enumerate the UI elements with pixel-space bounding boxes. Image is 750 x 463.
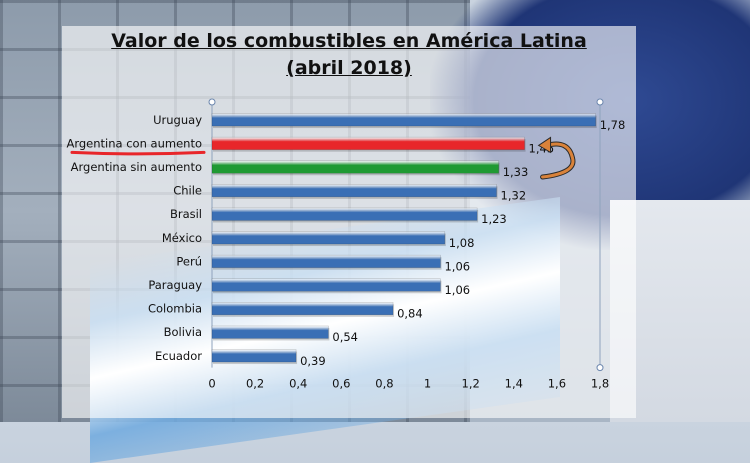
bar-10	[211, 349, 297, 363]
category-label: Perú	[176, 254, 202, 268]
x-tick-label: 1,6	[548, 377, 566, 391]
chart-subtitle: (abril 2018)	[286, 57, 412, 79]
value-label: 1,08	[449, 236, 475, 250]
x-tick-label: 0,8	[375, 377, 393, 391]
value-label: 1,06	[444, 283, 470, 297]
category-label: Colombia	[148, 302, 202, 316]
category-label: Brasil	[170, 207, 202, 221]
highlight-underline	[70, 150, 206, 156]
bar-7	[211, 278, 441, 292]
value-label: 1,23	[481, 212, 507, 226]
x-tick-label: 0,6	[332, 377, 350, 391]
bar-5	[211, 231, 446, 245]
category-label: Paraguay	[148, 278, 202, 292]
category-label: Uruguay	[153, 113, 202, 127]
x-tick-label: 1	[424, 377, 431, 391]
value-label: 1,78	[600, 118, 626, 132]
axis-handle-bottom-right	[596, 364, 604, 372]
category-label: Argentina con aumento	[66, 136, 202, 150]
arrow-icon	[541, 142, 575, 179]
x-tick-label: 1,8	[591, 377, 609, 391]
axis-handle-top-right	[596, 98, 604, 106]
value-label: 1,06	[444, 259, 470, 273]
bar-1	[211, 136, 525, 150]
value-label: 1,32	[501, 189, 527, 203]
category-label: México	[162, 231, 202, 245]
category-label: Argentina sin aumento	[71, 160, 202, 174]
value-label: 0,84	[397, 307, 423, 321]
arrow-head-icon	[537, 136, 552, 154]
category-label: Bolivia	[164, 325, 202, 339]
category-label: Ecuador	[155, 349, 202, 363]
bar-3	[211, 184, 497, 198]
chart-panel	[62, 26, 636, 418]
bar-8	[211, 302, 394, 316]
axis-handle-top-left	[208, 98, 216, 106]
value-label: 0,54	[332, 330, 358, 344]
x-tick-label: 1,2	[462, 377, 480, 391]
x-tick-label: 0	[208, 377, 215, 391]
value-label: 1,33	[503, 165, 529, 179]
x-tick-label: 0,2	[246, 377, 264, 391]
bar-4	[211, 207, 478, 221]
value-label: 0,39	[300, 354, 326, 368]
bar-6	[211, 254, 441, 268]
x-tick-label: 0,4	[289, 377, 307, 391]
x-tick-label: 1,4	[505, 377, 523, 391]
category-label: Chile	[173, 184, 202, 198]
bar-2	[211, 160, 499, 174]
chart-title: Valor de los combustibles en América Lat…	[111, 30, 587, 52]
bar-0	[211, 113, 596, 127]
bar-9	[211, 325, 329, 339]
